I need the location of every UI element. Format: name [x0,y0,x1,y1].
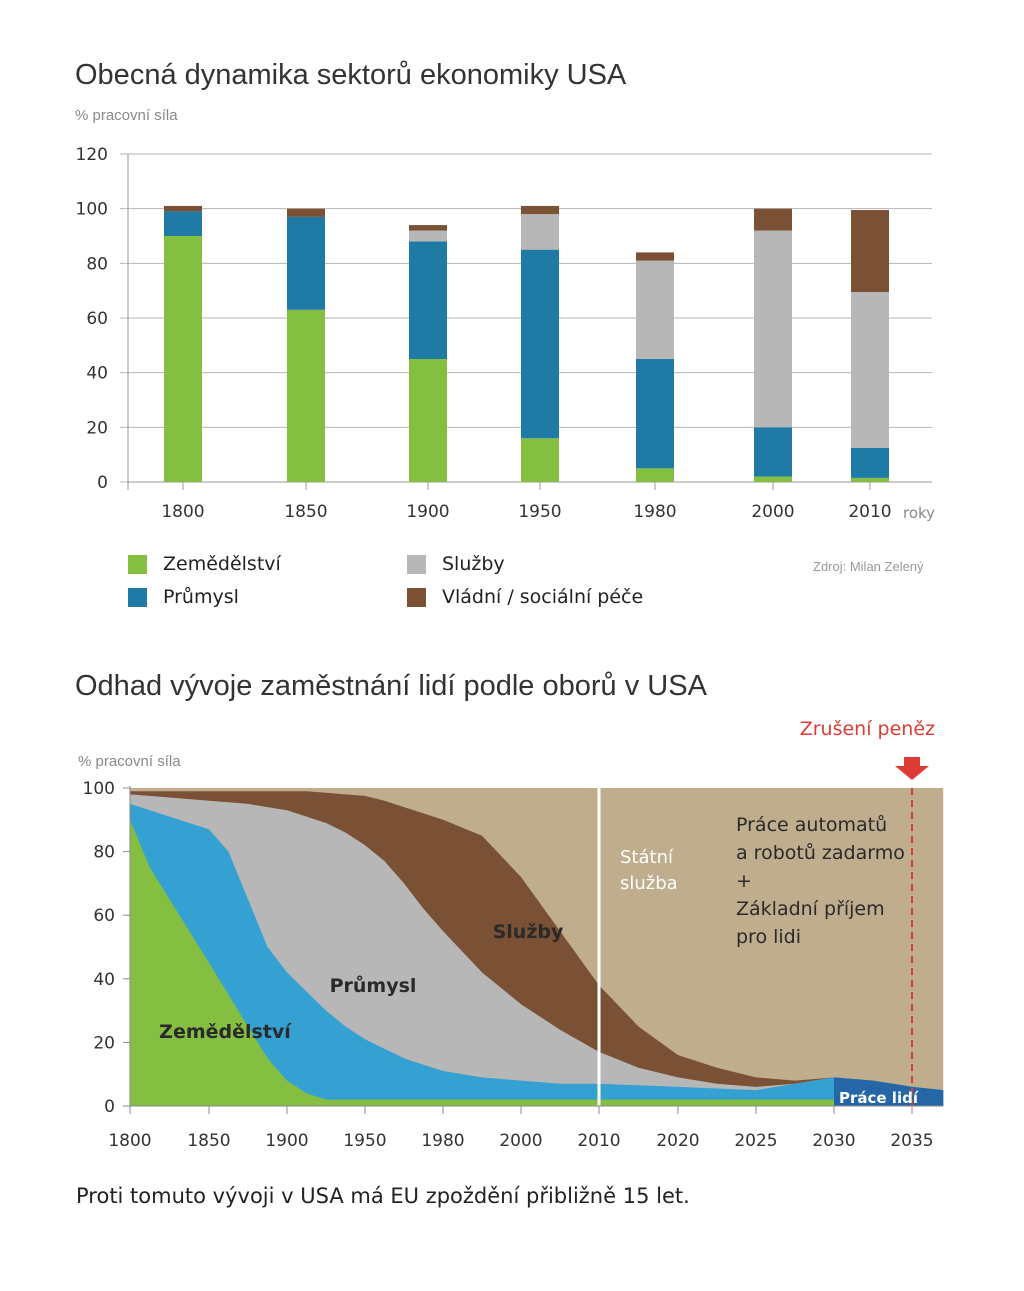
label-services: Služby [493,921,564,943]
y-tick-label: 0 [97,473,108,493]
area-human-work [834,1077,944,1106]
bottom-stacked-area-chart: 0 20 40 60 80 100 1800 1850 1900 1950 1980 2000 2010… [83,718,944,1151]
x-tick-label: 2035 [890,1131,933,1151]
label-human-work: Práce lidí [839,1089,919,1107]
label-government-line: Státní [620,847,674,868]
x-tick-label: 1800 [108,1131,151,1151]
legend-label-government: Vládní / sociální péče [442,586,644,608]
y-tick-label: 0 [104,1097,115,1117]
bar-segment [754,230,792,428]
y-tick-label: 60 [86,309,108,329]
x-tick-label: 1850 [187,1131,230,1151]
area-agriculture [130,819,944,1106]
bar-segment [521,205,559,215]
y-tick-label: 100 [76,200,108,220]
y-tick-label: 120 [76,145,108,165]
y-tick-label: 80 [86,254,108,274]
x-tick-label: 2010 [848,502,891,522]
top-chart-title: Obecná dynamika sektorů ekonomiky USA [75,59,627,91]
area-industry [130,803,944,1106]
x-tick-label: 2025 [734,1131,777,1151]
legend-label-agriculture: Zemědělství [163,553,281,575]
top-chart-unit-label: % pracovní síla [75,107,178,124]
label-industry: Průmysl [330,974,417,997]
legend-swatch-services [407,554,426,574]
y-tick-label: 60 [93,906,115,926]
y-tick-label: 100 [83,779,115,799]
label-automation-line: Práce automatů [736,814,887,836]
top-stacked-bar-chart: 0 20 40 60 80 100 120 1800 1850 1900 1950 1980 2000 2… [76,145,936,522]
bar-segment [164,205,202,212]
label-automation-line: a robotů zadarmo [736,842,905,864]
bar-segment [636,468,674,482]
legend-label-industry: Průmysl [163,586,239,608]
x-tick-label: 2030 [812,1131,855,1151]
legend-swatch-government [407,587,426,607]
x-tick-label: 2020 [656,1131,699,1151]
footer-note: Proti tomuto vývoji v USA má EU zpoždění… [76,1184,690,1208]
bar-segment [521,438,559,482]
source-note: Zdroj: Milan Zelený [813,559,924,574]
y-tick-label: 40 [93,970,115,990]
bar-segment [287,208,325,217]
x-tick-label: 1900 [406,502,449,522]
y-tick-label: 20 [93,1033,115,1053]
label-automation-line: + [736,870,752,892]
arrow-down-icon [895,757,929,780]
legend-swatch-agriculture [128,554,147,574]
bar-segment [409,359,447,482]
x-tick-label: 1900 [265,1131,308,1151]
bar-segment [754,427,792,477]
x-tick-label: 1800 [161,502,204,522]
bar-segment [851,477,889,482]
bottom-chart-unit-label: % pracovní síla [78,753,181,770]
bar-segment [754,208,792,231]
legend-label-services: Služby [442,553,505,575]
bar-segment [287,216,325,310]
bar-segment [636,252,674,261]
bar-segment [851,447,889,478]
x-tick-label: 2010 [577,1131,620,1151]
x-tick-label: 1850 [284,502,327,522]
bar-segment [636,260,674,359]
bar-segment [164,236,202,482]
y-tick-label: 20 [86,418,108,438]
legend-item-services: Služby [407,553,505,575]
bar-segment [287,309,325,482]
bar-segment [409,225,447,231]
x-tick-label: 1950 [518,502,561,522]
bar-segment [409,230,447,242]
bar-segment [409,241,447,359]
x-tick-label: 1980 [633,502,676,522]
y-tick-label: 40 [86,364,108,384]
bar-segment [164,211,202,236]
x-axis-suffix-label: roky [903,504,935,522]
label-agriculture: Zemědělství [159,1021,292,1043]
x-tick-label: 1950 [343,1131,386,1151]
legend-item-agriculture: Zemědělství [128,553,281,575]
x-tick-label: 1980 [421,1131,464,1151]
label-automation-line: pro lidi [736,926,801,948]
x-tick-label: 2000 [751,502,794,522]
bar-segment [851,292,889,448]
legend-item-industry: Průmysl [128,586,239,608]
legend-swatch-industry [128,587,147,607]
bar-segment [521,249,559,439]
bottom-chart-title: Odhad vývoje zaměstnání lidí podle oborů… [75,670,707,702]
bar-segment [636,359,674,469]
y-tick-label: 80 [93,843,115,863]
label-automation-line: Základní příjem [736,898,885,920]
bar-segment [521,214,559,250]
bar-segment [851,210,889,293]
legend-item-government: Vládní / sociální péče [407,586,643,608]
bar-segment [754,476,792,482]
label-abolition-of-money: Zrušení peněz [800,718,935,740]
label-government-line: služba [620,873,678,894]
x-tick-label: 2000 [499,1131,542,1151]
